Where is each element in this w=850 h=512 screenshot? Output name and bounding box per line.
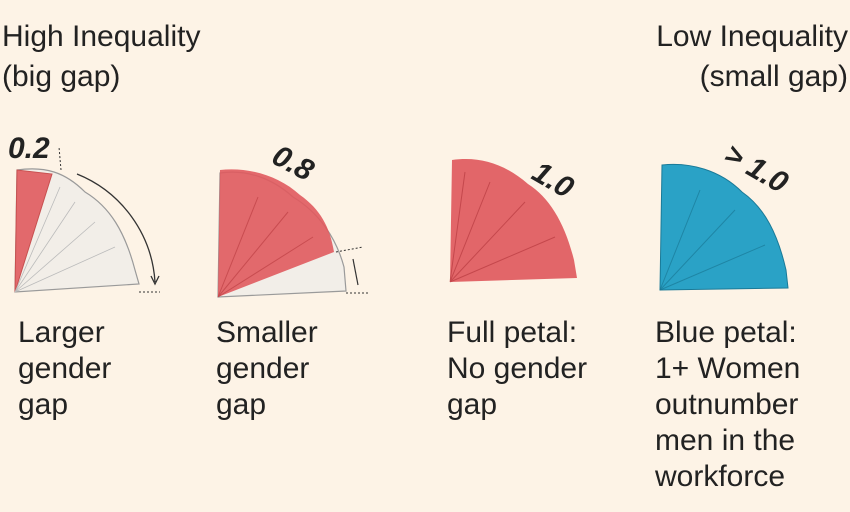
caption-line: outnumber: [655, 388, 798, 421]
header-right-title: Low Inequality: [656, 20, 848, 53]
caption-line: 1+ Women: [655, 352, 800, 385]
caption-line: Blue petal:: [655, 316, 797, 349]
caption-line: gap: [18, 388, 68, 421]
header-left-subtitle: (big gap): [2, 60, 120, 93]
caption-line: gap: [447, 388, 497, 421]
header-right-subtitle: (small gap): [700, 60, 848, 93]
petal-value-label: 0.2: [8, 132, 50, 165]
caption-line: Larger: [18, 316, 105, 349]
caption-line: Full petal:: [447, 316, 577, 349]
header-left-title: High Inequality: [2, 20, 200, 53]
caption-line: men in the: [655, 424, 795, 457]
caption-line: gender: [18, 352, 111, 385]
petal-medium: [217, 169, 368, 298]
caption-line: gap: [216, 388, 266, 421]
petal-small: [14, 146, 160, 293]
caption-line: No gender: [447, 352, 587, 385]
caption-line: Smaller: [216, 316, 318, 349]
petal-full: [449, 159, 577, 283]
petal-blue: [659, 163, 789, 291]
caption-line: gender: [216, 352, 309, 385]
caption-line: workforce: [654, 460, 785, 493]
